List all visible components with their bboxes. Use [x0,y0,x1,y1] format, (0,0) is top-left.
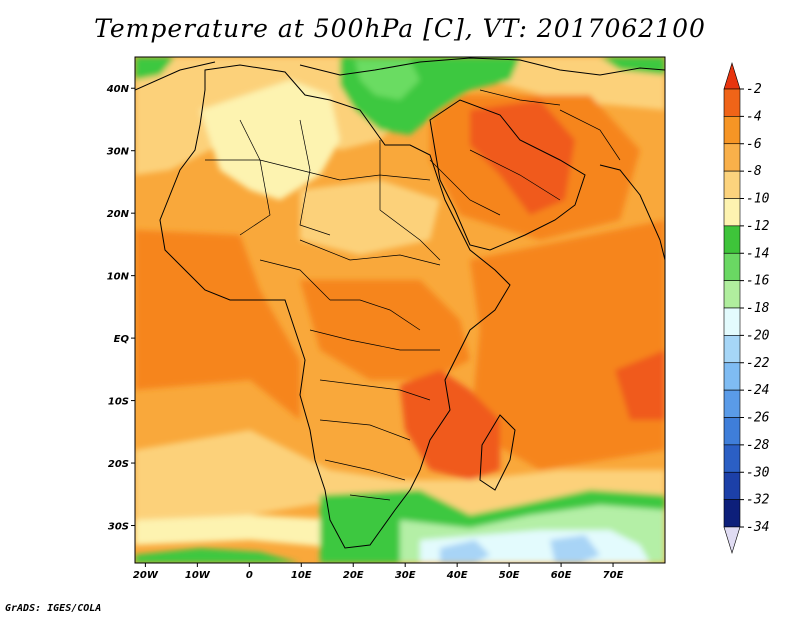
x-axis-ticks: 20W 10W 0 10E 20E 30E 40E 50E 60E 70E [133,563,624,581]
field-orange-atlantic [135,230,300,420]
x-tick-label: 40E [446,570,468,581]
colorbar-label: -2 [746,82,762,97]
field-core-ocean [615,350,665,420]
colorbar-label: -18 [746,301,770,316]
africa-coastline [159,64,511,549]
x-tick-label: 10W [185,570,211,581]
field-green-ne [600,57,665,75]
x-tick-label: 60E [551,570,572,581]
y-tick-label: 10S [108,397,129,408]
colorbar-label: -34 [746,520,769,535]
colorbar-swatch [723,499,741,528]
credit-label: GrADS: IGES/COLA [5,603,102,614]
colorbar-label: -26 [746,411,770,426]
y-tick-label: 30N [107,147,130,158]
colorbar-label: -20 [746,328,770,343]
field-pale-nile [300,180,440,255]
map-frame [134,56,666,564]
colorbar-label: -30 [746,465,770,480]
colorbar-label: -32 [746,493,770,508]
x-tick-label: 50E [499,570,520,581]
colorbar-swatch [723,116,741,145]
europe-coastline [135,57,665,91]
field-green-sw [135,548,300,563]
colorbar: -2 -4 -6 -8 -10 -12 -14 -16 -18 -20 -22 -24 -26 -28 -3… [723,61,770,555]
colorbar-label: -22 [746,356,770,371]
map-title: Temperature at 500hPa [C], VT: 201706210… [94,14,706,43]
colorbar-swatch [723,362,741,391]
field-green-nw [135,57,175,80]
colorbar-swatch [723,471,741,500]
colorbar-swatch [723,389,741,418]
colorbar-label: -8 [746,164,762,179]
colorbar-swatch [723,307,741,336]
colorbar-label: -6 [746,137,762,152]
coastlines [135,57,665,549]
india-coastline [599,164,665,261]
x-tick-label: 70E [603,570,624,581]
x-tick-label: 30E [395,570,416,581]
colorbar-swatch [723,444,741,473]
field-pale-south [135,430,665,520]
x-tick-label: 10E [291,570,312,581]
y-axis-ticks: 40N 30N 20N 10N EQ 10S 20S 30S [106,84,135,533]
colorbar-swatch [723,143,741,172]
field-orange-ocean [470,220,665,470]
colorbar-swatch [723,170,741,199]
colorbar-swatch [723,88,741,117]
x-tick-label: 20W [133,570,159,581]
y-tick-label: 20N [107,209,130,220]
colorbar-swatch [723,252,741,281]
madagascar-coastline [479,414,516,491]
colorbar-label: -12 [746,219,770,234]
y-tick-label: 40N [106,84,130,95]
colorbar-top-arrow [723,61,741,90]
x-tick-label: 20E [343,570,364,581]
colorbar-label: -4 [746,109,762,124]
field-orange-central [300,280,470,380]
y-tick-label: EQ [114,334,130,345]
colorbar-swatch [723,335,741,364]
y-tick-label: 30S [108,522,129,533]
colorbar-label: -24 [746,383,769,398]
colorbar-bottom-arrow [723,526,741,555]
colorbar-swatch [723,417,741,446]
field-pale-sahara [200,80,340,200]
field-greenlight-med [355,60,420,100]
colorbar-label: -16 [746,274,770,289]
y-tick-label: 20S [108,459,129,470]
colorbar-label: -28 [746,438,770,453]
colorbar-swatch [723,280,741,309]
field-blue-south [440,540,490,563]
y-tick-label: 10N [107,272,130,283]
colorbar-label: -14 [746,246,769,261]
field-core-southeast [400,370,500,480]
x-tick-label: 0 [246,570,253,581]
country-borders [205,89,621,501]
colorbar-label: -10 [746,192,770,207]
field-blue-south2 [550,535,600,563]
colorbar-swatch [723,198,741,227]
temperature-field [135,57,665,563]
field-core-arabia [470,100,575,215]
colorbar-swatch [723,225,741,254]
arabia-coastline [429,99,586,251]
